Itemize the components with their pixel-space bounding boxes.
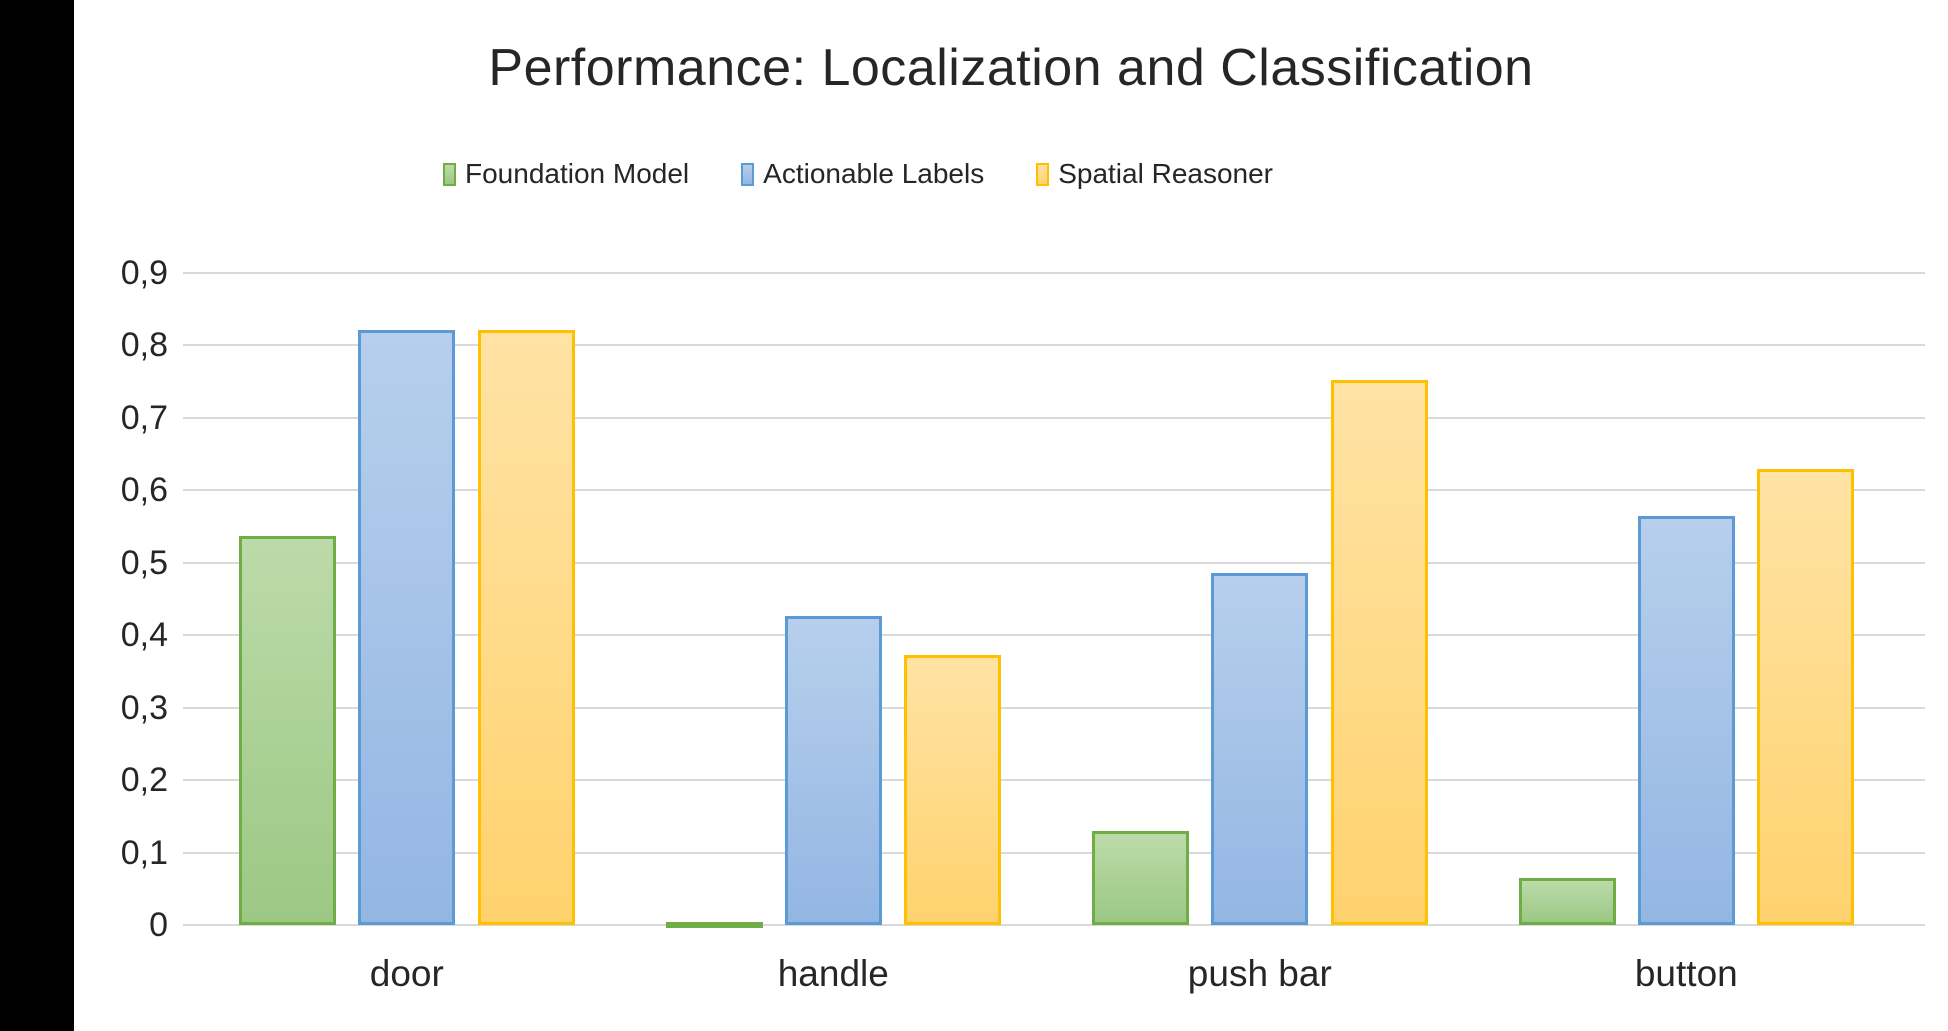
y-tick-label-0: 0 xyxy=(149,906,168,944)
x-axis-label-button: button xyxy=(1634,953,1738,994)
gridline-0,9 xyxy=(183,272,1925,274)
legend-label-spatial-reasoner: Spatial Reasoner xyxy=(1058,158,1274,189)
gridline-0,1 xyxy=(183,851,1925,854)
gridline-0 xyxy=(183,924,1925,926)
bar-button-spatial-reasoner xyxy=(1757,468,1855,925)
bar-button-actionable-labels xyxy=(1637,515,1735,925)
gridline-0,4 xyxy=(183,634,1925,637)
chart-title: Performance: Localization and Classifica… xyxy=(488,39,1534,97)
gridline-0,3 xyxy=(183,706,1925,709)
y-tick-label-0,8: 0,8 xyxy=(120,326,168,365)
gridline-0,7 xyxy=(183,416,1925,419)
legend-swatch-foundation-model xyxy=(443,162,456,186)
x-axis-label-push-bar: push bar xyxy=(1187,953,1332,994)
chart-legend: Foundation Model Actionable Labels Spati… xyxy=(443,158,1273,190)
bar-push-bar-foundation-model xyxy=(1092,830,1189,925)
bar-door-spatial-reasoner xyxy=(477,329,575,925)
bar-handle-spatial-reasoner xyxy=(904,654,1002,925)
bar-door-foundation-model xyxy=(239,535,336,925)
bar-handle-actionable-labels xyxy=(784,616,882,925)
y-tick-label-0,1: 0,1 xyxy=(120,833,168,872)
gridline-0,2 xyxy=(183,779,1925,782)
y-tick-label-0,9: 0,9 xyxy=(120,254,168,292)
y-tick-label-0,6: 0,6 xyxy=(120,471,168,510)
x-axis-label-door: door xyxy=(369,953,444,994)
bar-push-bar-spatial-reasoner xyxy=(1330,380,1428,925)
bar-push-bar-actionable-labels xyxy=(1211,572,1309,925)
y-tick-label-0,2: 0,2 xyxy=(120,761,168,800)
bar-door-actionable-labels xyxy=(358,329,456,925)
legend-item-actionable-labels: Actionable Labels xyxy=(741,158,984,190)
legend-swatch-spatial-reasoner xyxy=(1036,162,1050,186)
legend-item-spatial-reasoner: Spatial Reasoner xyxy=(1036,158,1273,190)
legend-label-actionable-labels: Actionable Labels xyxy=(763,158,985,189)
left-black-band xyxy=(0,0,74,1031)
x-axis-label-handle: handle xyxy=(777,953,889,994)
legend-item-foundation-model: Foundation Model xyxy=(443,158,689,190)
gridline-0,6 xyxy=(183,489,1925,492)
legend-swatch-actionable-labels xyxy=(741,162,755,186)
y-tick-label-0,5: 0,5 xyxy=(120,543,168,582)
y-tick-label-0,4: 0,4 xyxy=(120,616,168,655)
gridline-0,8 xyxy=(183,344,1925,347)
y-tick-label-0,7: 0,7 xyxy=(120,398,168,437)
bar-handle-foundation-model xyxy=(665,922,763,928)
y-tick-label-0,3: 0,3 xyxy=(120,688,168,727)
gridline-0,5 xyxy=(183,561,1925,564)
legend-label-foundation-model: Foundation Model xyxy=(465,158,690,189)
bar-button-foundation-model xyxy=(1518,877,1616,925)
